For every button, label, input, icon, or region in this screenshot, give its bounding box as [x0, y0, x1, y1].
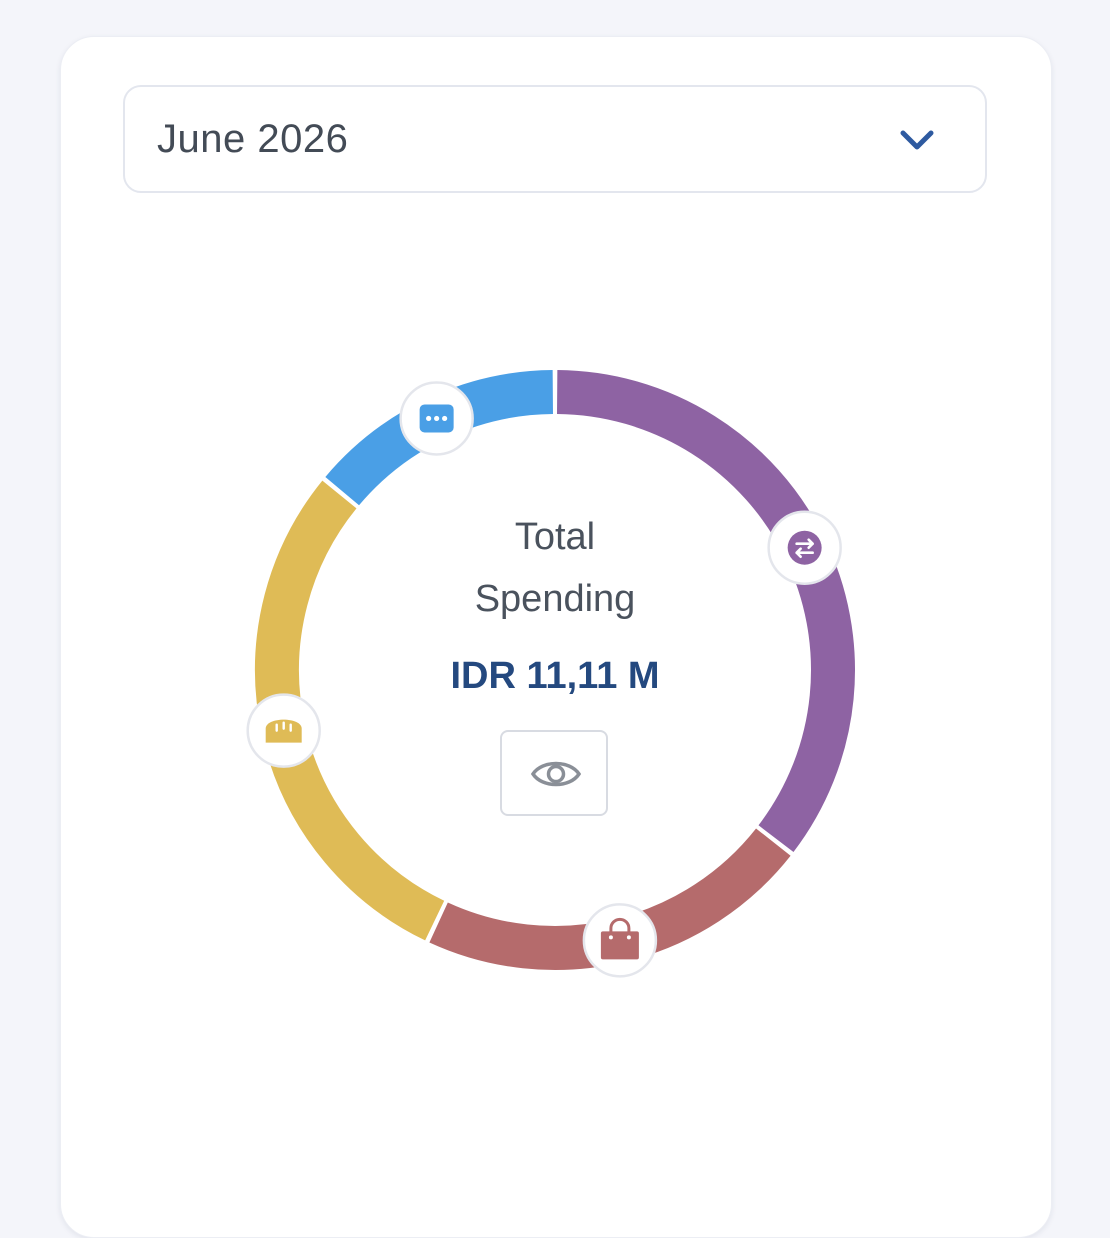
spending-card: June 2026	[60, 36, 1052, 1238]
month-dropdown[interactable]: June 2026	[123, 85, 987, 193]
month-label: June 2026	[157, 117, 349, 161]
transfer-icon	[787, 530, 822, 565]
category-node-food[interactable]	[246, 693, 321, 768]
category-node-others[interactable]	[399, 381, 474, 456]
chevron-down-icon	[900, 130, 934, 150]
category-node-shopping[interactable]	[582, 903, 658, 978]
total-spending-title-line2: Spending	[474, 578, 636, 620]
toggle-visibility-button[interactable]	[500, 730, 608, 816]
spending-donut-chart	[246, 370, 855, 978]
eye-icon	[530, 761, 582, 787]
bread-icon	[265, 719, 302, 743]
shopping-bag-icon	[600, 917, 639, 960]
category-node-transfer[interactable]	[767, 510, 842, 585]
total-spending-amount: IDR 11,11 M	[450, 655, 660, 697]
total-spending-title-line1: Total	[514, 516, 596, 558]
more-icon	[419, 404, 454, 433]
